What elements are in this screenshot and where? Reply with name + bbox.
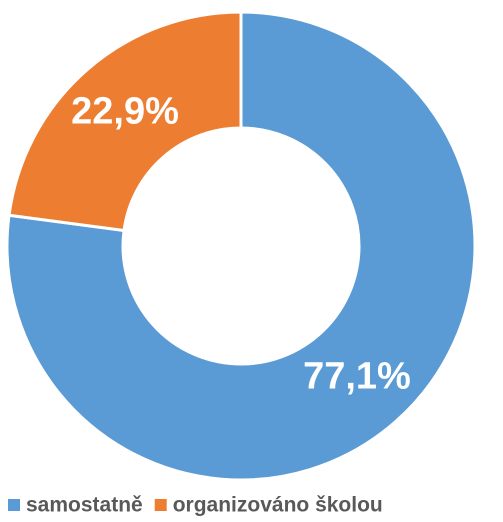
legend-label: organizováno školou [173,494,383,517]
slice [7,10,243,233]
value-label: 22,9% [71,91,179,133]
value-label: 77,1% [303,355,411,397]
slice [5,10,477,482]
legend-swatch [154,499,167,511]
legend-label: samostatně [26,494,143,517]
legend-swatch [8,499,20,511]
